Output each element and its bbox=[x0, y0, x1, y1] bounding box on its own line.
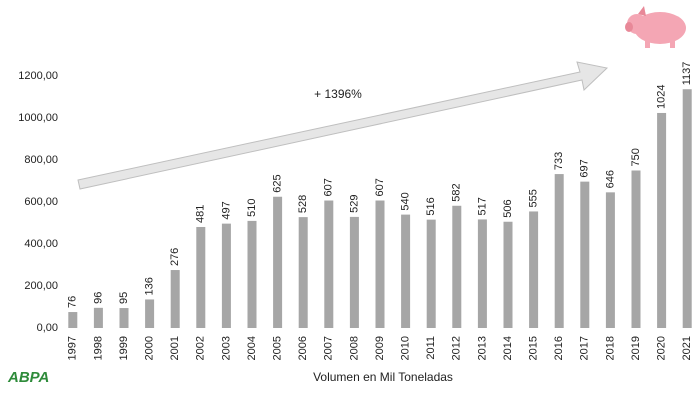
bar bbox=[657, 112, 667, 329]
bar bbox=[452, 205, 462, 328]
y-tick-label: 600,00 bbox=[24, 196, 58, 208]
bar bbox=[93, 307, 103, 328]
x-tick-label: 2018 bbox=[604, 336, 616, 360]
y-tick-label: 800,00 bbox=[24, 154, 58, 166]
y-tick-label: 0,00 bbox=[37, 322, 58, 334]
x-tick-label: 2003 bbox=[220, 336, 232, 360]
bar bbox=[631, 170, 641, 328]
x-tick-label: 2017 bbox=[579, 336, 591, 360]
x-tick-label: 2006 bbox=[297, 336, 309, 360]
pig-icon bbox=[625, 6, 686, 48]
value-label: 96 bbox=[92, 292, 104, 304]
value-label: 136 bbox=[144, 277, 156, 295]
value-label: 529 bbox=[348, 195, 360, 213]
value-label: 1024 bbox=[656, 84, 668, 108]
x-tick-label: 2021 bbox=[681, 336, 693, 360]
bar bbox=[682, 89, 692, 328]
bar bbox=[375, 200, 385, 328]
x-tick-label: 2013 bbox=[476, 336, 488, 360]
value-label: 625 bbox=[272, 174, 284, 192]
x-tick-label: 2014 bbox=[502, 336, 514, 360]
value-label: 646 bbox=[604, 170, 616, 188]
bar bbox=[529, 211, 539, 328]
x-tick-label: 2000 bbox=[144, 336, 156, 360]
bar bbox=[426, 219, 436, 328]
x-tick-label: 1997 bbox=[67, 336, 79, 360]
value-label: 733 bbox=[553, 152, 565, 170]
value-label: 528 bbox=[297, 195, 309, 213]
value-label: 516 bbox=[425, 197, 437, 215]
value-label: 750 bbox=[630, 148, 642, 166]
value-label: 510 bbox=[246, 199, 258, 217]
bar bbox=[247, 220, 257, 328]
x-tick-label: 2012 bbox=[451, 336, 463, 360]
value-label: 1137 bbox=[681, 62, 693, 86]
value-label: 582 bbox=[451, 183, 463, 201]
y-tick-label: 1000,00 bbox=[18, 112, 58, 124]
logo: ABPA bbox=[7, 369, 49, 386]
x-tick-label: 2009 bbox=[374, 336, 386, 360]
x-tick-label: 2016 bbox=[553, 336, 565, 360]
x-tick-label: 2004 bbox=[246, 336, 258, 360]
x-tick-label: 2005 bbox=[272, 336, 284, 360]
bar bbox=[554, 174, 564, 328]
bar bbox=[196, 226, 206, 328]
bar bbox=[221, 223, 231, 328]
y-tick-label: 200,00 bbox=[24, 280, 58, 292]
bar bbox=[401, 214, 411, 328]
value-label: 697 bbox=[579, 159, 591, 177]
x-tick-label: 2019 bbox=[630, 336, 642, 360]
x-tick-label: 2015 bbox=[528, 336, 540, 360]
value-label: 481 bbox=[195, 205, 207, 223]
bar bbox=[605, 192, 615, 328]
value-label: 517 bbox=[476, 197, 488, 215]
bar bbox=[298, 217, 308, 328]
y-tick-label: 1200,00 bbox=[18, 70, 58, 82]
bar bbox=[145, 299, 155, 328]
value-label: 506 bbox=[502, 199, 514, 217]
bar bbox=[503, 221, 513, 328]
value-label: 76 bbox=[67, 296, 79, 308]
x-tick-label: 1999 bbox=[118, 336, 130, 360]
trend-arrow bbox=[77, 61, 609, 190]
x-tick-label: 1998 bbox=[92, 336, 104, 360]
value-label: 276 bbox=[169, 248, 181, 266]
y-tick-label: 400,00 bbox=[24, 238, 58, 250]
bar bbox=[477, 219, 487, 328]
bar bbox=[349, 216, 359, 328]
x-tick-label: 2001 bbox=[169, 336, 181, 360]
x-tick-label: 2007 bbox=[323, 336, 335, 360]
bar bbox=[68, 312, 78, 328]
value-label: 95 bbox=[118, 292, 130, 304]
x-tick-label: 2008 bbox=[348, 336, 360, 360]
bar bbox=[119, 308, 129, 328]
bar bbox=[580, 181, 590, 328]
x-axis-title: Volumen en Mil Toneladas bbox=[313, 370, 453, 384]
x-tick-label: 2020 bbox=[656, 336, 668, 360]
bar bbox=[324, 200, 334, 328]
value-label: 497 bbox=[220, 201, 232, 219]
value-label: 555 bbox=[528, 189, 540, 207]
value-label: 607 bbox=[323, 178, 335, 196]
x-tick-label: 2011 bbox=[425, 336, 437, 360]
bar bbox=[170, 270, 180, 328]
annotation: + 1396% bbox=[314, 87, 362, 101]
x-tick-label: 2002 bbox=[195, 336, 207, 360]
bar bbox=[273, 196, 283, 328]
value-label: 540 bbox=[400, 192, 412, 210]
value-label: 607 bbox=[374, 178, 386, 196]
x-tick-label: 2010 bbox=[400, 336, 412, 360]
